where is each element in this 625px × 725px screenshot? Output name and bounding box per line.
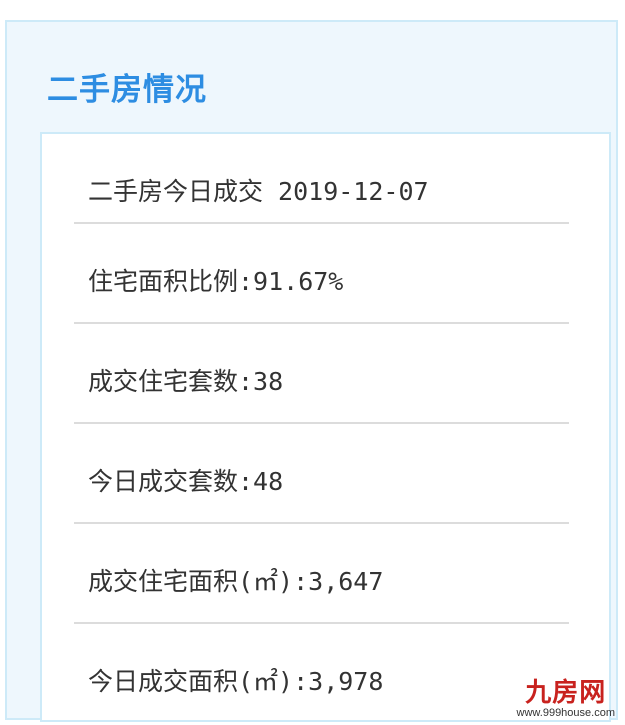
- list-item-date: 二手房今日成交 2019-12-07: [74, 134, 569, 234]
- second-hand-housing-panel: 二手房情况 二手房今日成交 2019-12-07 住宅面积比例:91.67% 成…: [5, 20, 618, 722]
- divider: [74, 422, 569, 424]
- list-item-residential-units: 成交住宅套数:38: [74, 324, 569, 424]
- list-item-residential-area-ratio: 住宅面积比例:91.67%: [74, 224, 569, 324]
- watermark-logo: 九房网 www.999house.com: [517, 679, 615, 719]
- stat-text: 今日成交套数:48: [88, 467, 284, 496]
- stat-text: 二手房今日成交 2019-12-07: [88, 177, 429, 206]
- stat-text: 住宅面积比例:91.67%: [88, 267, 344, 296]
- logo-text: 九房网: [525, 678, 607, 708]
- divider: [74, 322, 569, 324]
- panel-title: 二手房情况: [47, 72, 207, 108]
- divider: [74, 522, 569, 524]
- divider: [74, 222, 569, 224]
- logo-url: www.999house.com: [516, 707, 615, 719]
- list-item-total-area: 今日成交面积(㎡):3,978: [74, 624, 569, 724]
- list-item-residential-area: 成交住宅面积(㎡):3,647: [74, 524, 569, 624]
- stat-text: 成交住宅面积(㎡):3,647: [88, 567, 384, 596]
- stat-text: 成交住宅套数:38: [88, 367, 284, 396]
- list-item-total-units: 今日成交套数:48: [74, 424, 569, 524]
- stats-list: 二手房今日成交 2019-12-07 住宅面积比例:91.67% 成交住宅套数:…: [40, 132, 611, 722]
- divider: [74, 622, 569, 624]
- stat-text: 今日成交面积(㎡):3,978: [88, 667, 384, 696]
